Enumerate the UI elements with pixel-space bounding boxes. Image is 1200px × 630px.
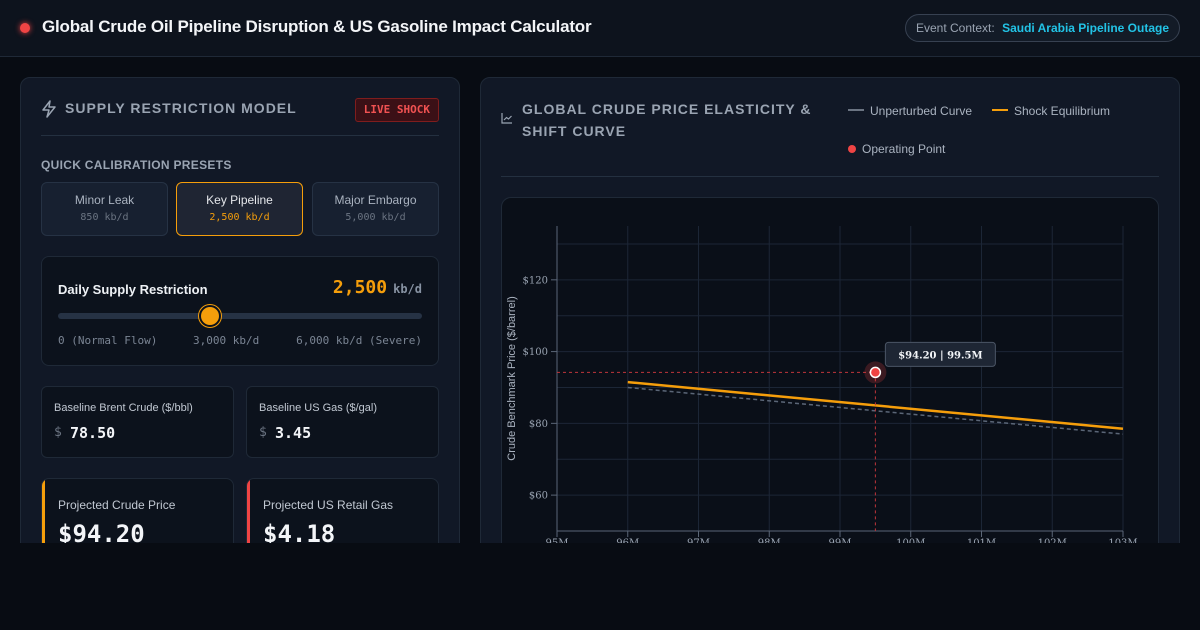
baseline-brent-label: Baseline Brent Crude ($/bbl) [54, 402, 193, 414]
baseline-brent-card: Baseline Brent Crude ($/bbl) $ 78.50 [41, 386, 234, 458]
projected-crude-card: Projected Crude Price $94.20 [41, 478, 234, 543]
supply-restriction-slider-card: Daily Supply Restriction 2,500 kb/d 0 (No… [41, 256, 439, 366]
presets-label: QUICK CALIBRATION PRESETS [41, 158, 232, 172]
chart-title: GLOBAL CRUDE PRICE ELASTICITY & SHIFT CU… [522, 101, 812, 139]
y-axis-label: Crude Benchmark Price ($/barrel) [506, 296, 518, 460]
y-tick-label: $80 [529, 419, 548, 430]
slider-unit: kb/d [393, 282, 422, 296]
lightning-icon [42, 100, 56, 118]
event-context-pill[interactable]: Event Context: Saudi Arabia Pipeline Out… [905, 14, 1180, 42]
slider-min-label: 0 (Normal Flow) [58, 334, 158, 347]
operating-point [869, 366, 882, 379]
x-tick-label: 102M [1038, 538, 1067, 543]
slider-label: Daily Supply Restriction [58, 282, 208, 297]
slider-value: 2,500 [332, 277, 388, 298]
legend-swatch [992, 108, 1008, 111]
y-tick-label: $100 [523, 347, 548, 358]
slider-max-label: 6,000 kb/d (Severe) [296, 334, 422, 347]
legend-swatch [848, 108, 864, 111]
projected-gas-label: Projected US Retail Gas [263, 498, 394, 512]
accent-bar [42, 479, 45, 543]
y-tick-label: $60 [529, 491, 548, 502]
panel-title: SUPPLY RESTRICTION MODEL [65, 100, 297, 116]
event-context-label: Event Context: [916, 21, 995, 35]
accent-bar [247, 479, 250, 543]
preset-key-pipeline[interactable]: Key Pipeline 2,500 kb/d [176, 182, 303, 236]
app-title: Global Crude Oil Pipeline Disruption & U… [42, 17, 592, 36]
slider-mid-label: 3,000 kb/d [193, 334, 260, 347]
main-area: SUPPLY RESTRICTION MODEL LIVE SHOCK QUIC… [0, 57, 1200, 543]
live-shock-badge: LIVE SHOCK [354, 98, 439, 122]
live-status-dot [20, 23, 30, 33]
preset-name: Key Pipeline [206, 193, 273, 207]
operating-point-tooltip [884, 341, 996, 367]
preset-value: 850 kb/d [80, 212, 129, 223]
panel-divider [41, 135, 439, 136]
shock-equilibrium-curve [627, 380, 1124, 430]
projected-crude-value: $94.20 [58, 520, 145, 543]
operating-point-tooltip-label: $94.20 | 99.5M [898, 350, 982, 361]
chart-container: $60 $80 $100 $120 95M 96M 97M 98M 99M 100M 101M 102… [501, 197, 1159, 543]
slider-readout: 2,500 kb/d [333, 277, 422, 298]
legend-label: Shock Equilibrium [1014, 104, 1111, 118]
preset-name: Minor Leak [74, 193, 135, 207]
baseline-brent-input[interactable]: 78.50 [70, 424, 116, 442]
preset-name: Major Embargo [334, 193, 417, 207]
legend-swatch [848, 144, 856, 153]
x-tick-label: 101M [967, 538, 996, 543]
legend-operating-point: Operating Point [848, 142, 945, 156]
elasticity-chart-panel: GLOBAL CRUDE PRICE ELASTICITY & SHIFT CU… [480, 77, 1180, 543]
x-tick-label: 100M [896, 538, 925, 543]
slider-thumb[interactable] [198, 305, 221, 327]
x-tick-label: 97M [687, 538, 710, 543]
legend-label: Unperturbed Curve [870, 104, 973, 118]
x-tick-label: 103M [1108, 538, 1137, 543]
x-tick-label: 99M [829, 538, 852, 543]
preset-value: 5,000 kb/d [345, 212, 406, 223]
x-tick-label: 95M [546, 538, 569, 543]
projected-gas-card: Projected US Retail Gas $4.18 [246, 478, 439, 543]
app-header: Global Crude Oil Pipeline Disruption & U… [0, 0, 1200, 57]
preset-value: 2,500 kb/d [209, 212, 270, 223]
event-context-value: Saudi Arabia Pipeline Outage [1002, 21, 1169, 35]
baseline-gas-input[interactable]: 3.45 [275, 424, 312, 442]
panel-divider [501, 176, 1159, 177]
preset-minor-leak[interactable]: Minor Leak 850 kb/d [41, 182, 168, 236]
baseline-gas-card: Baseline US Gas ($/gal) $ 3.45 [246, 386, 439, 458]
currency-symbol: $ [259, 425, 267, 440]
slider-track[interactable] [58, 305, 422, 327]
elasticity-chart[interactable]: $60 $80 $100 $120 95M 96M 97M 98M 99M 100M 101M 102… [502, 198, 1159, 543]
y-tick-label: $120 [523, 275, 548, 286]
legend-unperturbed: Unperturbed Curve [848, 104, 972, 118]
legend-label: Operating Point [862, 142, 946, 156]
x-tick-label: 96M [616, 538, 639, 543]
supply-restriction-panel: SUPPLY RESTRICTION MODEL LIVE SHOCK QUIC… [20, 77, 460, 543]
projected-gas-value: $4.18 [263, 520, 336, 543]
legend-shock: Shock Equilibrium [992, 104, 1110, 118]
line-chart-icon [501, 113, 512, 124]
currency-symbol: $ [54, 425, 62, 440]
projected-crude-label: Projected Crude Price [58, 498, 176, 512]
x-tick-label: 98M [758, 538, 781, 543]
preset-major-embargo[interactable]: Major Embargo 5,000 kb/d [312, 182, 439, 236]
baseline-gas-label: Baseline US Gas ($/gal) [259, 402, 377, 414]
